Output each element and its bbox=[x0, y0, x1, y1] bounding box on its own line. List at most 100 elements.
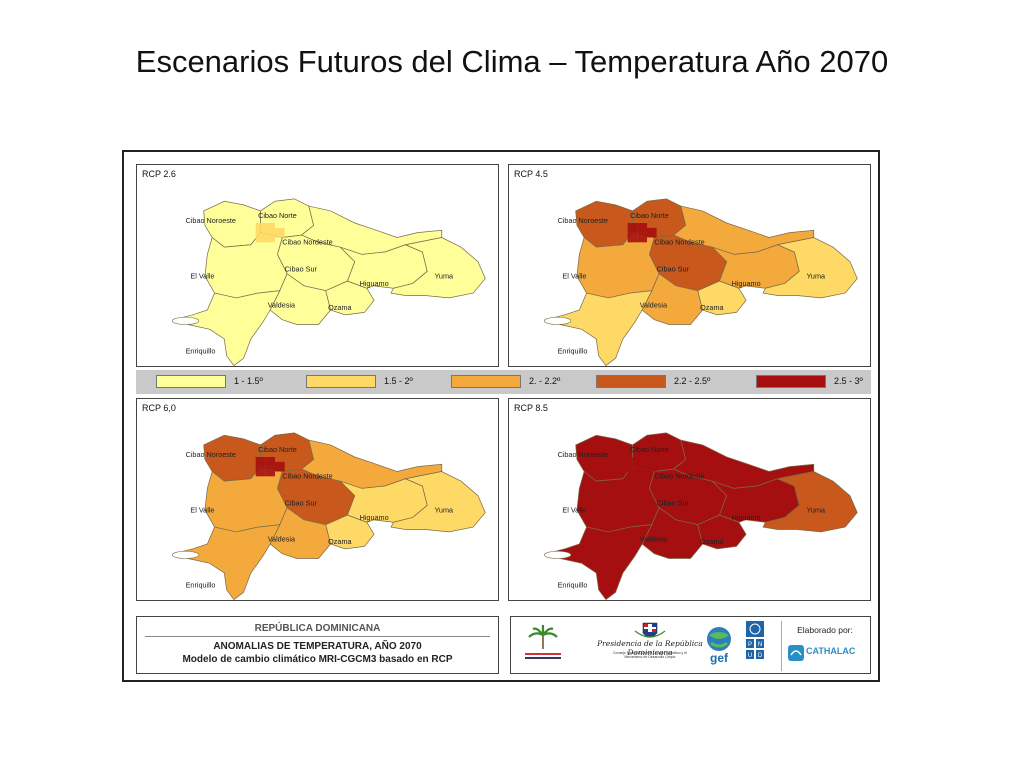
hotspot-cell bbox=[255, 457, 266, 467]
hotspot-cell bbox=[255, 466, 266, 477]
region-yuma bbox=[762, 471, 858, 533]
consejo-text: Consejo Nacional para el Cambio Climátic… bbox=[613, 651, 687, 659]
region-label: Yuma bbox=[435, 506, 455, 515]
lake-enriquillo bbox=[171, 550, 200, 559]
svg-text:D: D bbox=[758, 653, 763, 659]
region-yuma bbox=[390, 471, 486, 533]
hotspot-cell bbox=[637, 223, 647, 233]
map-subtitle: ANOMALIAS DE TEMPERATURA, AÑO 2070 bbox=[213, 641, 422, 652]
region-valdesia bbox=[269, 273, 331, 325]
map-panel-rcp85: Cibao Noroeste Cibao Norte Cibao Nordeste C… bbox=[508, 398, 871, 601]
scenario-label: RCP 6,0 bbox=[142, 403, 176, 413]
hotspot-cell bbox=[275, 461, 285, 472]
region-valdesia bbox=[269, 507, 331, 559]
map-svg: Cibao Noroeste Cibao Norte Cibao Nordeste C… bbox=[543, 432, 858, 600]
legend-swatch bbox=[306, 375, 376, 388]
hotspot-cell bbox=[265, 457, 275, 467]
scenario-label: RCP 8.5 bbox=[514, 403, 548, 413]
cathalac-logo: CATHALAC bbox=[788, 643, 864, 665]
hotspot-cell bbox=[265, 232, 275, 243]
region-label: Cibao Noroeste bbox=[186, 216, 236, 225]
region-label: Yuma bbox=[807, 272, 827, 281]
hotspot-cell bbox=[647, 227, 657, 238]
region-label: Cibao Noroeste bbox=[558, 216, 608, 225]
map-panel-rcp26: Cibao Noroeste Cibao Norte Cibao Nordeste C… bbox=[136, 164, 499, 367]
region-label: Higuamo bbox=[360, 513, 389, 522]
svg-text:P: P bbox=[748, 642, 752, 648]
legend-swatch bbox=[756, 375, 826, 388]
logos-box: Presidencia de la República Dominicana C… bbox=[510, 616, 871, 674]
region-label: Cibao Nordeste bbox=[282, 472, 332, 481]
credit-label: Elaborado por: bbox=[797, 625, 853, 635]
region-label: Valdesia bbox=[268, 301, 296, 310]
legend-label: 1.5 - 2º bbox=[384, 376, 413, 386]
map-panel-rcp60: Cibao Noroeste Cibao Norte Cibao Nordeste C… bbox=[136, 398, 499, 601]
region-label: Ozama bbox=[328, 537, 352, 546]
legend-swatch bbox=[451, 375, 521, 388]
region-label: Cibao Sur bbox=[657, 498, 690, 507]
region-valdesia bbox=[641, 273, 703, 325]
region-label: Cibao Nordeste bbox=[654, 238, 704, 247]
map-panel-rcp45: Cibao Noroeste Cibao Norte Cibao Nordeste C… bbox=[508, 164, 871, 367]
region-label: Cibao Nordeste bbox=[654, 472, 704, 481]
region-label: Valdesia bbox=[640, 301, 668, 310]
hotspot-cell bbox=[647, 461, 657, 472]
region-label: Enriquillo bbox=[558, 581, 588, 590]
model-description: Modelo de cambio climático MRI-CGCM3 bas… bbox=[182, 654, 453, 665]
gef-text: gef bbox=[710, 651, 728, 665]
hotspot-cell bbox=[627, 466, 638, 477]
legend-label: 2.5 - 3º bbox=[834, 376, 863, 386]
slide-title: Escenarios Futuros del Clima – Temperatu… bbox=[135, 44, 889, 79]
hotspot-cell bbox=[255, 223, 266, 233]
scenario-label: RCP 2.6 bbox=[142, 169, 176, 179]
region-label: Ozama bbox=[700, 537, 724, 546]
hotspot-cell bbox=[265, 223, 275, 233]
region-label: Cibao Sur bbox=[657, 264, 690, 273]
legend-label: 2. - 2.2º bbox=[529, 376, 561, 386]
region-label: El Valle bbox=[190, 272, 214, 281]
region-label: Higuamo bbox=[732, 279, 761, 288]
region-label: Valdesia bbox=[268, 535, 296, 544]
svg-text:U: U bbox=[748, 653, 752, 659]
hotspot-cell bbox=[265, 466, 275, 477]
region-label: El Valle bbox=[190, 506, 214, 515]
region-label: Yuma bbox=[807, 506, 827, 515]
region-label: Enriquillo bbox=[558, 347, 588, 356]
undp-logo: P N U D bbox=[743, 621, 767, 671]
region-label: Cibao Norte bbox=[630, 211, 669, 220]
scenario-label: RCP 4.5 bbox=[514, 169, 548, 179]
region-label: Higuamo bbox=[360, 279, 389, 288]
region-label: El Valle bbox=[562, 272, 586, 281]
region-label: Cibao Norte bbox=[630, 445, 669, 454]
presidencia-text: Presidencia de la República Dominicana bbox=[597, 639, 703, 657]
hotspot-cell bbox=[275, 227, 285, 238]
lake-enriquillo bbox=[543, 316, 572, 325]
region-label: Cibao Nordeste bbox=[282, 238, 332, 247]
region-label: Ozama bbox=[700, 303, 724, 312]
hotspot-cell bbox=[627, 232, 638, 243]
region-label: Cibao Noroeste bbox=[186, 450, 236, 459]
hotspot-cell bbox=[627, 223, 638, 233]
region-label: Enriquillo bbox=[186, 347, 216, 356]
legend-bar: 1 - 1.5º 1.5 - 2º 2. - 2.2º 2.2 - 2.5º 2… bbox=[136, 370, 871, 394]
map-info-box: REPÚBLICA DOMINICANA ANOMALIAS DE TEMPER… bbox=[136, 616, 499, 674]
gef-logo: gef bbox=[701, 625, 737, 667]
hotspot-cell bbox=[637, 466, 647, 477]
svg-text:N: N bbox=[758, 642, 762, 648]
legend-swatch bbox=[156, 375, 226, 388]
region-label: Cibao Noroeste bbox=[558, 450, 608, 459]
presidencia-logo: Presidencia de la República Dominicana C… bbox=[585, 621, 715, 671]
map-svg: Cibao Noroeste Cibao Norte Cibao Nordeste C… bbox=[171, 198, 486, 366]
map-svg: Cibao Noroeste Cibao Norte Cibao Nordeste C… bbox=[543, 198, 858, 366]
region-label: Valdesia bbox=[640, 535, 668, 544]
hotspot-cell bbox=[637, 457, 647, 467]
region-label: Yuma bbox=[435, 272, 455, 281]
lake-enriquillo bbox=[171, 316, 200, 325]
credit-area: Elaborado por: CATHALAC bbox=[781, 621, 868, 671]
region-label: Cibao Norte bbox=[258, 445, 297, 454]
legend-label: 1 - 1.5º bbox=[234, 376, 263, 386]
legend-swatch bbox=[596, 375, 666, 388]
region-yuma bbox=[762, 237, 858, 299]
info-divider bbox=[145, 636, 490, 637]
lake-enriquillo bbox=[543, 550, 572, 559]
